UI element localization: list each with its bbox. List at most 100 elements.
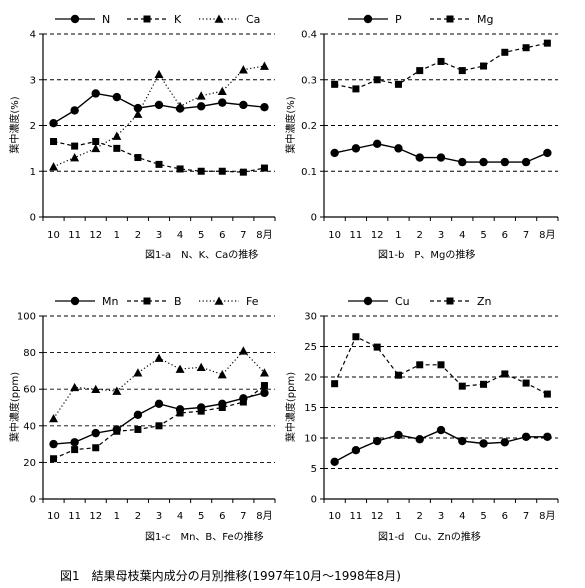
data-point bbox=[351, 446, 361, 455]
data-point bbox=[154, 399, 164, 409]
x-tick-label: 11 bbox=[350, 511, 363, 522]
x-tick-label: 4 bbox=[177, 511, 183, 522]
legend-item-Cu: Cu bbox=[348, 295, 410, 308]
data-point bbox=[239, 398, 247, 406]
data-point bbox=[91, 89, 100, 98]
panel-caption: 図1-a N、K、Caの推移 bbox=[145, 248, 258, 261]
x-tick-label: 10 bbox=[47, 511, 60, 522]
data-point bbox=[70, 438, 79, 447]
data-point bbox=[133, 410, 143, 420]
legend-label: Zn bbox=[477, 295, 492, 308]
y-tick-label: 0.2 bbox=[301, 121, 317, 132]
data-point bbox=[543, 39, 551, 47]
legend-label: Cu bbox=[395, 295, 410, 308]
legend-item-Mg: Mg bbox=[430, 13, 493, 26]
x-tick-label: 1 bbox=[114, 511, 120, 522]
data-point bbox=[196, 362, 206, 372]
y-tick-label: 30 bbox=[304, 312, 317, 323]
y-axis-label: 葉中濃度(%) bbox=[284, 96, 297, 153]
data-point bbox=[373, 76, 381, 84]
data-point bbox=[352, 333, 360, 341]
data-point bbox=[416, 67, 424, 75]
data-point bbox=[521, 432, 531, 441]
data-point bbox=[394, 430, 403, 440]
series-Mn bbox=[49, 388, 269, 449]
legend-marker bbox=[363, 296, 373, 306]
y-tick-label: 20 bbox=[304, 373, 317, 384]
data-point bbox=[91, 428, 100, 438]
panel-caption: 図1-c Mn、B、Feの推移 bbox=[145, 530, 264, 543]
data-point bbox=[49, 162, 59, 171]
x-tick-label: 7 bbox=[523, 230, 529, 241]
series-line bbox=[334, 42, 548, 90]
data-point bbox=[479, 439, 488, 448]
legend-label: K bbox=[174, 13, 182, 26]
legend-label: P bbox=[395, 13, 402, 26]
x-tick-label: 2 bbox=[135, 511, 141, 522]
data-point bbox=[112, 131, 122, 140]
legend-item-P: P bbox=[348, 13, 402, 26]
data-point bbox=[91, 143, 101, 153]
legend-item-K: K bbox=[127, 13, 182, 26]
x-tick-label: 11 bbox=[350, 230, 363, 241]
y-axis-label: 葉中濃度(%) bbox=[8, 96, 21, 153]
x-tick-label: 2 bbox=[135, 230, 141, 241]
y-tick-label: 4 bbox=[30, 30, 36, 41]
data-point bbox=[155, 422, 163, 430]
data-point bbox=[91, 384, 101, 393]
x-tick-label: 10 bbox=[328, 511, 341, 522]
data-point bbox=[134, 425, 142, 433]
y-tick-label: 0 bbox=[30, 213, 36, 224]
data-point bbox=[372, 436, 382, 446]
legend-marker bbox=[446, 297, 454, 305]
data-point bbox=[238, 346, 248, 355]
data-point bbox=[70, 106, 79, 115]
data-point bbox=[197, 407, 205, 415]
x-tick-label: 3 bbox=[156, 230, 162, 241]
data-point bbox=[133, 109, 143, 118]
series-Zn bbox=[331, 333, 551, 398]
x-tick-label: 5 bbox=[480, 230, 486, 241]
data-point bbox=[70, 153, 80, 162]
series-Mg bbox=[331, 39, 551, 93]
x-tick-label: 11 bbox=[68, 511, 81, 522]
data-point bbox=[50, 138, 58, 146]
data-point bbox=[239, 168, 247, 176]
data-point bbox=[92, 138, 100, 146]
legend-marker bbox=[214, 296, 224, 305]
y-tick-label: 5 bbox=[311, 464, 317, 475]
data-point bbox=[113, 427, 121, 435]
data-point bbox=[155, 160, 163, 168]
series-line bbox=[334, 429, 548, 463]
legend-label: N bbox=[102, 13, 110, 26]
data-point bbox=[330, 148, 339, 158]
x-tick-label: 5 bbox=[198, 511, 204, 522]
y-tick-label: 10 bbox=[304, 434, 317, 445]
data-point bbox=[92, 444, 100, 452]
x-tick-label: 10 bbox=[47, 230, 60, 241]
legend-marker bbox=[446, 15, 454, 23]
series-line bbox=[53, 140, 265, 173]
x-tick-label: 4 bbox=[177, 230, 183, 241]
x-tick-label: 12 bbox=[371, 230, 384, 241]
x-tick-label: 8月 bbox=[256, 510, 272, 522]
x-tick-label: 10 bbox=[328, 230, 341, 241]
data-point bbox=[49, 413, 59, 423]
data-point bbox=[154, 69, 164, 79]
x-tick-label: 2 bbox=[417, 230, 423, 241]
x-tick-label: 1 bbox=[395, 511, 401, 522]
data-point bbox=[217, 370, 227, 379]
data-point bbox=[71, 446, 79, 454]
data-point bbox=[480, 380, 488, 388]
x-tick-label: 6 bbox=[502, 230, 508, 241]
data-point bbox=[71, 142, 79, 150]
data-point bbox=[217, 86, 227, 95]
data-point bbox=[522, 44, 530, 52]
data-point bbox=[458, 157, 467, 167]
x-tick-label: 3 bbox=[156, 511, 162, 522]
legend-label: Ca bbox=[246, 13, 260, 26]
